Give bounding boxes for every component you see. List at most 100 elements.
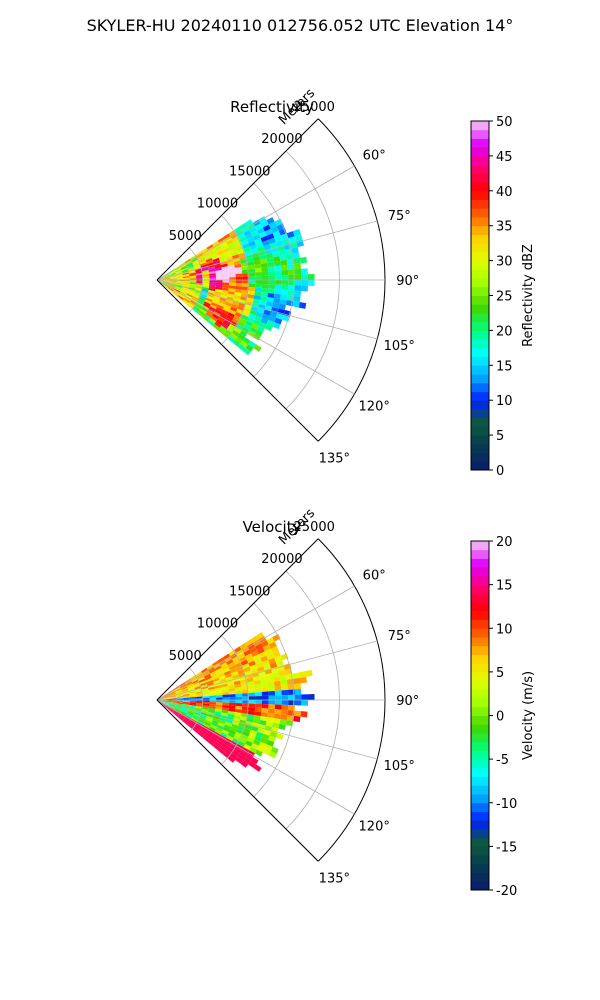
radar-cell <box>186 262 193 267</box>
radar-cell <box>255 311 264 318</box>
radar-cell <box>163 697 170 699</box>
radar-cell <box>212 240 220 247</box>
radar-cell <box>189 301 196 307</box>
radar-cell <box>270 726 279 734</box>
radar-cell <box>194 264 201 269</box>
radar-cell <box>168 705 175 709</box>
radar-cell <box>200 713 208 718</box>
radar-cell <box>194 710 202 714</box>
colorbar-tick-label: 35 <box>496 220 513 235</box>
radar-cell <box>169 281 177 284</box>
radar-cell <box>169 702 177 704</box>
radar-cell <box>234 292 242 297</box>
radar-cell <box>202 271 210 275</box>
radar-cell <box>263 244 271 251</box>
radar-cell <box>260 640 269 648</box>
radar-cell <box>253 679 261 685</box>
radar-cell <box>232 339 241 347</box>
colorbar-tick-label: 40 <box>496 185 513 200</box>
radar-cell <box>203 734 211 740</box>
colorbar-segment <box>471 339 489 349</box>
radar-cell <box>184 678 191 684</box>
radar-cell <box>217 252 225 258</box>
radar-cell <box>299 256 308 264</box>
radar-cell <box>163 275 170 279</box>
radar-cell <box>242 731 250 737</box>
colorbar-tick-label: 5 <box>496 429 504 444</box>
radar-cell <box>215 289 222 293</box>
radar-cell <box>237 652 246 660</box>
colorbar-segment <box>471 593 489 603</box>
angle-spoke <box>156 699 355 815</box>
radar-cell <box>163 275 170 278</box>
radar-cell <box>162 702 169 706</box>
radar-cell <box>198 258 206 263</box>
radar-cell <box>259 674 267 680</box>
radar-cell <box>259 720 267 726</box>
radar-cell <box>173 710 180 715</box>
radar-cell <box>254 287 262 293</box>
radar-cell <box>199 295 207 300</box>
radar-cell <box>212 297 220 303</box>
radar-cell <box>182 694 190 697</box>
radar-cell <box>272 671 280 678</box>
radar-cell <box>199 260 207 265</box>
radar-cell <box>230 332 238 340</box>
radar-cell <box>288 694 295 700</box>
radar-cell <box>217 302 225 308</box>
radar-cell <box>180 686 188 691</box>
radar-cell <box>263 309 271 316</box>
radar-cell <box>294 234 303 242</box>
radar-cell <box>250 635 259 643</box>
radar-cell <box>227 662 235 668</box>
radar-cell <box>237 753 246 761</box>
radar-cell <box>240 682 248 687</box>
radar-cell <box>266 320 275 327</box>
colorbar-segment <box>471 619 489 629</box>
radar-cell <box>272 251 280 258</box>
radar-cell <box>189 701 197 704</box>
radar-cell <box>266 217 275 225</box>
radar-cell <box>241 709 249 715</box>
radar-cell <box>176 694 183 697</box>
radar-cell <box>182 286 189 290</box>
radar-cell <box>169 696 177 699</box>
radar-cell <box>169 696 177 698</box>
radar-cell <box>198 298 205 304</box>
radar-cell <box>251 323 259 330</box>
radar-cell <box>253 295 261 301</box>
radar-cell <box>268 275 276 280</box>
radar-cell <box>235 700 243 704</box>
radar-cell <box>232 720 240 726</box>
radar-cell <box>239 330 248 338</box>
radar-cell <box>261 700 269 705</box>
radar-cell <box>217 657 225 664</box>
radar-cell <box>260 716 268 722</box>
radar-cell <box>162 283 168 288</box>
radar-cell <box>215 692 223 696</box>
radar-cell <box>242 696 249 700</box>
radar-cell <box>280 714 288 721</box>
radar-cell <box>227 293 235 298</box>
radar-cell <box>169 284 176 288</box>
radar-cell <box>162 282 169 286</box>
radar-cell <box>193 262 201 267</box>
radar-cell <box>272 633 281 642</box>
colorbar-segment <box>471 417 489 427</box>
radar-cell <box>208 706 216 710</box>
radar-cell <box>273 293 281 300</box>
colorbar-segment <box>471 706 489 716</box>
radar-cell <box>163 278 171 280</box>
radar-cell <box>187 711 195 715</box>
radar-cell <box>221 244 229 251</box>
radar-cell <box>238 672 246 678</box>
radar-cell <box>216 697 223 700</box>
radar-cell <box>293 677 301 685</box>
radar-cell <box>248 688 256 693</box>
radar-cell <box>229 282 236 287</box>
radar-cell <box>177 715 184 721</box>
radar-cell <box>163 277 171 280</box>
radar-cell <box>243 666 251 673</box>
colorbar-segment <box>471 426 489 436</box>
radar-cell <box>217 672 225 678</box>
